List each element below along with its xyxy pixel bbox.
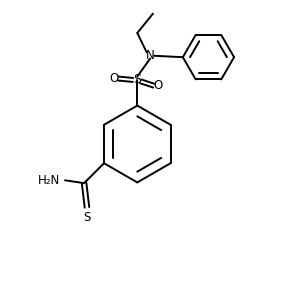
Text: N: N bbox=[146, 49, 154, 62]
Text: S: S bbox=[133, 73, 141, 86]
Text: S: S bbox=[83, 211, 91, 224]
Text: O: O bbox=[153, 79, 162, 92]
Text: O: O bbox=[109, 72, 119, 85]
Text: H₂N: H₂N bbox=[38, 174, 60, 187]
